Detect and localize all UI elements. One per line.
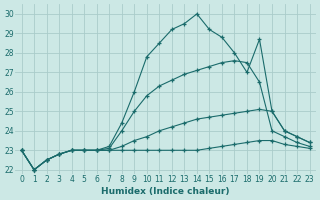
X-axis label: Humidex (Indice chaleur): Humidex (Indice chaleur): [101, 187, 230, 196]
